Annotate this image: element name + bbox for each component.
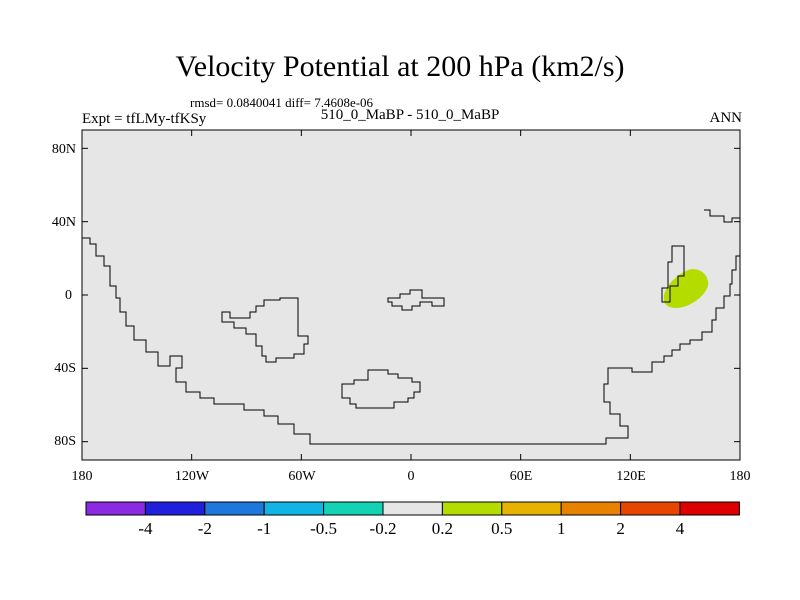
lat-tick-label-0: 0: [65, 288, 72, 303]
colorbar-label: -0.2: [370, 519, 397, 538]
tick-labels: 80N 40N 0 40S 80S 180 120W 60W 0 60E 120…: [52, 142, 751, 484]
colorbar-swatch: [144, 501, 206, 516]
africa-outline: [387, 289, 445, 311]
colorbar: [85, 501, 740, 516]
season-label: ANN: [709, 110, 743, 126]
map-background: [82, 130, 740, 460]
colorbar-swatch: [85, 501, 146, 516]
colorbar-swatch: [323, 501, 384, 516]
colorbar-swatch: [263, 501, 325, 516]
colorbar-label: 0.2: [432, 519, 453, 538]
colorbar-label: 0.5: [491, 519, 512, 538]
lon-tick-label-60w: 60W: [288, 469, 316, 484]
northeast-coast-outline: [704, 209, 740, 223]
colorbar-label: -0.5: [310, 519, 337, 538]
lon-tick-label-60e: 60E: [510, 469, 533, 484]
colorbar-label: 4: [676, 519, 685, 538]
colorbar-swatch: [620, 501, 681, 516]
colorbar-label: -1: [257, 519, 271, 538]
plot-title: Velocity Potential at 200 hPa (km2/s): [175, 50, 625, 83]
antarctic-island-outline: [341, 369, 421, 409]
lat-tick-label-80s: 80S: [54, 434, 76, 449]
stats-label: rmsd= 0.0840041 diff= 7.4608e-06: [190, 95, 374, 110]
colorbar-swatch: [441, 501, 503, 516]
lat-ticks: [82, 147, 740, 443]
lon-tick-label-180w: 180: [72, 469, 93, 484]
lat-tick-label-80n: 80N: [52, 142, 76, 157]
lat-tick-label-40s: 40S: [54, 361, 76, 376]
colorbar-labels: -4 -2 -1 -0.5 -0.2 0.2 0.5 1 2 4: [138, 519, 684, 538]
colorbar-label: -2: [198, 519, 212, 538]
colorbar-swatch: [204, 501, 265, 516]
velocity-potential-anomaly: [663, 269, 709, 308]
coastlines: [82, 209, 740, 445]
australia-outline: [221, 297, 309, 363]
lon-tick-label-120e: 120E: [616, 469, 646, 484]
lon-tick-label-120w: 120W: [175, 469, 210, 484]
colorbar-label: -4: [138, 519, 153, 538]
colorbar-label: 2: [616, 519, 625, 538]
lon-tick-label-180e: 180: [730, 469, 751, 484]
colorbar-swatch: [679, 501, 740, 516]
colorbar-swatch: [382, 501, 443, 516]
experiment-label: Expt = tfLMy-tfKSy: [82, 111, 207, 127]
lon-tick-label-0: 0: [408, 469, 415, 484]
colorbar-swatch: [560, 501, 622, 516]
americas-coastline: [82, 237, 740, 445]
case-label: 510_0_MaBP - 510_0_MaBP: [320, 107, 500, 123]
colorbar-label: 1: [557, 519, 566, 538]
lon-ticks: [81, 130, 741, 460]
colorbar-swatch: [501, 501, 562, 516]
new-guinea-outline: [661, 245, 685, 303]
lat-tick-label-40n: 40N: [52, 215, 76, 230]
